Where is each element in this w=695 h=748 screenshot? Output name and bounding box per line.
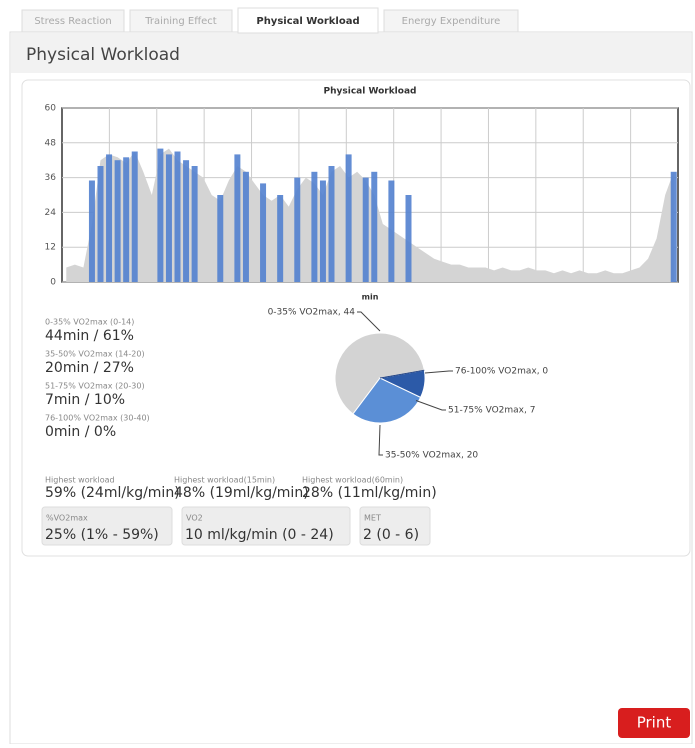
bar <box>328 166 335 282</box>
tab[interactable] <box>21 9 125 33</box>
zone-label: 76-100% VO2max (30-40) <box>45 414 150 423</box>
highest-label: Highest workload <box>45 476 115 485</box>
box-value: 10 ml/kg/min (0 - 24) <box>185 527 334 543</box>
bar <box>88 180 95 282</box>
chart-title: Physical Workload <box>324 87 417 97</box>
bar <box>174 151 181 282</box>
highest-label: Highest workload(15min) <box>174 476 275 485</box>
bar <box>388 180 395 282</box>
box-value: 25% (1% - 59%) <box>45 527 159 543</box>
bar <box>345 154 352 282</box>
bar <box>97 166 104 282</box>
zone-label: 0-35% VO2max (0-14) <box>45 318 134 327</box>
stat-box <box>359 506 431 546</box>
pie-label: 51-75% VO2max, 7 <box>448 406 535 416</box>
panel-title: Physical Workload <box>26 45 180 65</box>
leader-line <box>415 400 446 411</box>
y-tick-label: 36 <box>45 173 57 183</box>
bar <box>670 171 677 282</box>
zone-value: 44min / 61% <box>45 328 134 344</box>
box-value: 2 (0 - 6) <box>363 527 419 543</box>
bar <box>277 195 284 282</box>
pie-slice <box>352 377 422 424</box>
bar <box>294 177 301 282</box>
highest-value: 48% (19ml/kg/min) <box>174 485 309 501</box>
zone-value: 7min / 10% <box>45 392 125 408</box>
y-tick-label: 60 <box>45 104 57 114</box>
bar <box>319 180 326 282</box>
tab[interactable] <box>237 7 379 34</box>
pie-label: 76-100% VO2max, 0 <box>455 367 548 377</box>
leader-line <box>424 370 453 374</box>
bar <box>123 157 130 282</box>
bar <box>183 160 190 282</box>
zone-value: 20min / 27% <box>45 360 134 376</box>
tab-label[interactable]: Training Effect <box>144 16 216 27</box>
print-button[interactable] <box>618 708 690 738</box>
highest-value: 28% (11ml/kg/min) <box>302 485 437 501</box>
tab-label[interactable]: Energy Expenditure <box>402 16 501 27</box>
tab-label[interactable]: Physical Workload <box>256 16 359 27</box>
stat-box <box>41 506 173 546</box>
highest-value: 59% (24ml/kg/min) <box>45 485 180 501</box>
tab[interactable] <box>383 9 519 33</box>
stat-box <box>181 506 351 546</box>
zone-value: 0min / 0% <box>45 424 116 440</box>
panel-header <box>11 33 691 73</box>
highest-label: Highest workload(60min) <box>302 476 403 485</box>
bar <box>106 154 113 282</box>
print-label[interactable]: Print <box>637 714 672 732</box>
zone-label: 51-75% VO2max (20-30) <box>45 382 145 391</box>
bar <box>165 154 172 282</box>
pie-label: 35-50% VO2max, 20 <box>385 451 478 461</box>
pie-slice <box>379 369 425 379</box>
x-axis-label: min <box>362 293 379 302</box>
tab[interactable] <box>129 9 233 33</box>
bar <box>191 166 198 282</box>
bar <box>371 171 378 282</box>
y-tick-label: 12 <box>45 243 56 253</box>
y-tick-label: 0 <box>50 278 56 288</box>
tab-label[interactable]: Stress Reaction <box>34 16 111 27</box>
pie-slice <box>334 332 425 415</box>
leader-line <box>357 311 381 332</box>
bar <box>362 177 369 282</box>
bar <box>234 154 241 282</box>
bar <box>157 148 164 282</box>
bar <box>405 195 412 282</box>
bar <box>131 151 138 282</box>
bar <box>217 195 224 282</box>
leader-line <box>378 424 383 456</box>
bar <box>311 171 318 282</box>
box-label: MET <box>364 514 381 523</box>
pie-label: 0-35% VO2max, 44 <box>268 308 356 318</box>
bar <box>114 160 121 282</box>
zone-label: 35-50% VO2max (14-20) <box>45 350 145 359</box>
box-label: %VO2max <box>46 514 88 523</box>
y-tick-label: 24 <box>45 208 57 218</box>
box-label: VO2 <box>186 514 203 523</box>
bar <box>260 183 267 282</box>
y-tick-label: 48 <box>45 138 57 148</box>
bar <box>242 171 249 282</box>
